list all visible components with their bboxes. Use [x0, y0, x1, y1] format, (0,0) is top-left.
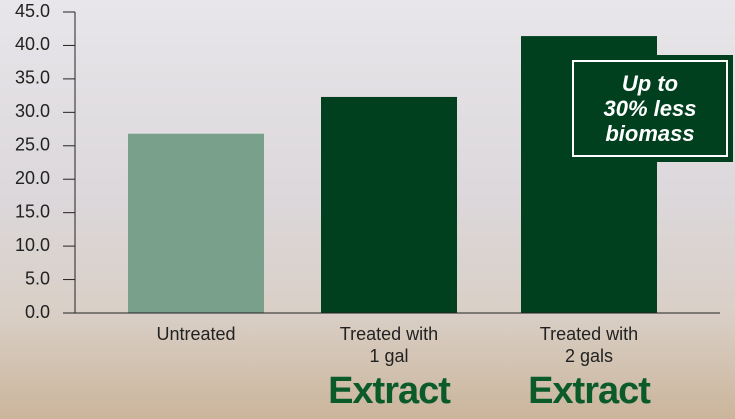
y-tick-label: 35.0	[15, 68, 50, 88]
y-tick-label: 15.0	[15, 201, 50, 221]
y-tick-label: 0.0	[25, 302, 50, 322]
y-tick-label: 45.0	[15, 1, 50, 21]
y-tick-label: 5.0	[25, 268, 50, 288]
bar	[128, 133, 264, 313]
y-tick-label: 30.0	[15, 101, 50, 121]
x-tick-label: Treated with 2 gals	[539, 324, 639, 366]
y-tick-label: 40.0	[15, 34, 50, 54]
y-tick-label: 20.0	[15, 168, 50, 188]
x-tick-label: Untreated	[156, 324, 236, 344]
logo: Extract	[328, 370, 451, 412]
x-tick-label: Treated with 1 gal	[339, 324, 439, 366]
y-tick-label: 25.0	[15, 135, 50, 155]
logo: Extract	[528, 370, 651, 412]
y-tick-label: 10.0	[15, 235, 50, 255]
bar	[321, 96, 457, 314]
annotation: Up to 30% less biomass	[567, 55, 733, 162]
